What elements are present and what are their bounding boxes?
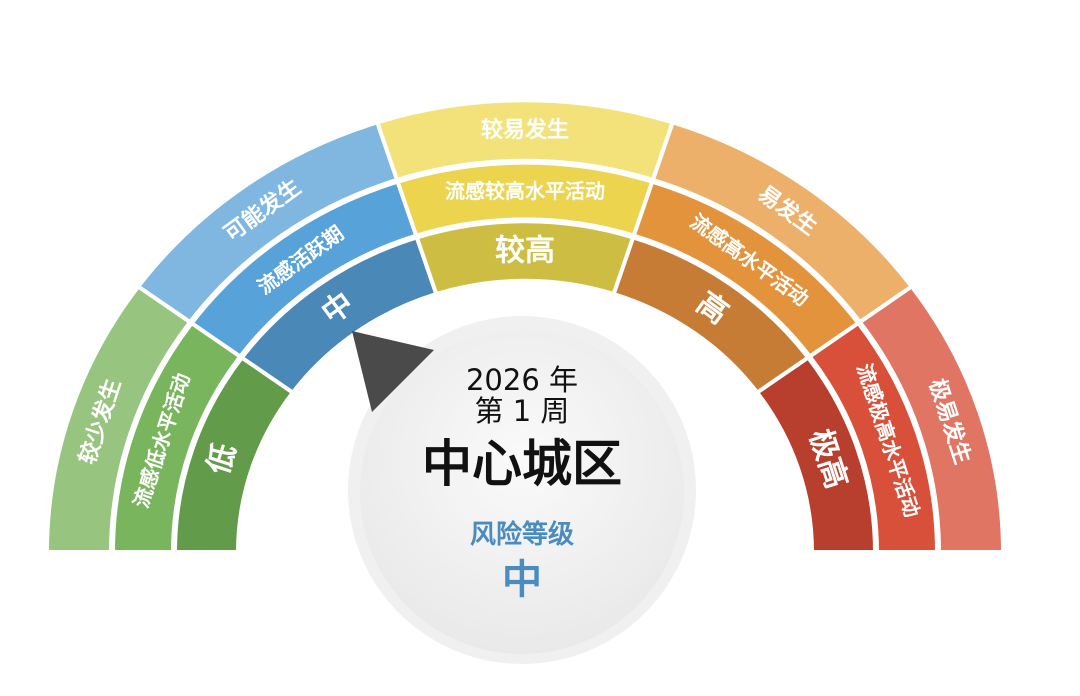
center-year: 2026 年 (465, 363, 579, 397)
segment-label-outer: 较易发生 (481, 117, 569, 143)
risk-level-label: 风险等级 (469, 520, 574, 550)
segment-label-middle: 流感较高水平活动 (445, 179, 605, 203)
level-pointer-icon (352, 331, 434, 412)
center-disc (360, 330, 684, 654)
segment-inner-4 (754, 354, 878, 554)
risk-level-value: 中 (502, 557, 542, 603)
segment-label-inner: 较高 (495, 234, 555, 269)
center-week: 第 1 周 (474, 394, 570, 428)
center-region: 中心城区 (422, 435, 622, 493)
